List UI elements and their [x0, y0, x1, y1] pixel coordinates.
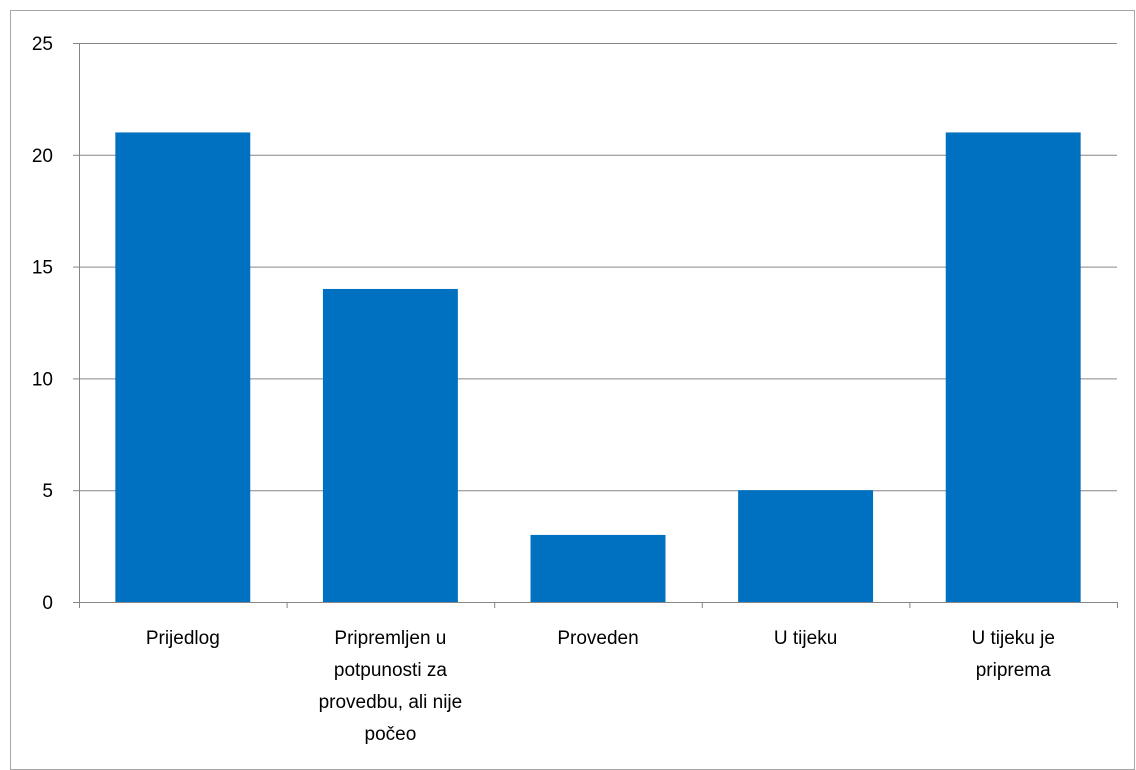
y-tick-label: 20	[32, 146, 53, 167]
y-tick-label: 25	[32, 34, 53, 55]
x-category-label-line: Pripremljen u	[334, 628, 446, 649]
bars	[115, 132, 1081, 602]
x-category-label-line: U tijeku	[774, 628, 837, 649]
x-category-label-line: počeo	[365, 724, 417, 745]
bar	[738, 490, 874, 602]
y-tick-label: 10	[32, 369, 53, 390]
x-category-labels: Prijedlog Pripremljen u potpunosti za prove…	[146, 628, 1055, 745]
x-category-label: U tijeku je priprema	[971, 628, 1054, 681]
bar	[322, 288, 458, 602]
bar	[530, 534, 666, 602]
x-category-label-line: U tijeku je	[971, 628, 1054, 649]
bar	[945, 132, 1081, 602]
y-tick-label: 15	[32, 258, 53, 279]
y-tick-labels: 0 5 10 15 20 25	[32, 34, 53, 614]
x-category-label: Proveden	[557, 628, 638, 649]
bar	[115, 132, 251, 602]
gridlines	[79, 43, 1117, 492]
x-category-label-line: provedbu, ali nije	[319, 692, 463, 713]
axes	[73, 43, 1118, 608]
x-category-label: Pripremljen u potpunosti za provedbu, ali …	[319, 628, 463, 745]
x-category-label-line: Proveden	[557, 628, 638, 649]
y-tick-label: 0	[42, 593, 53, 614]
x-category-label: Prijedlog	[146, 628, 220, 649]
x-category-label-line: Prijedlog	[146, 628, 220, 649]
y-tick-label: 5	[42, 481, 53, 502]
x-category-label: U tijeku	[774, 628, 837, 649]
x-category-label-line: priprema	[976, 660, 1051, 681]
x-category-label-line: potpunosti za	[334, 660, 447, 681]
